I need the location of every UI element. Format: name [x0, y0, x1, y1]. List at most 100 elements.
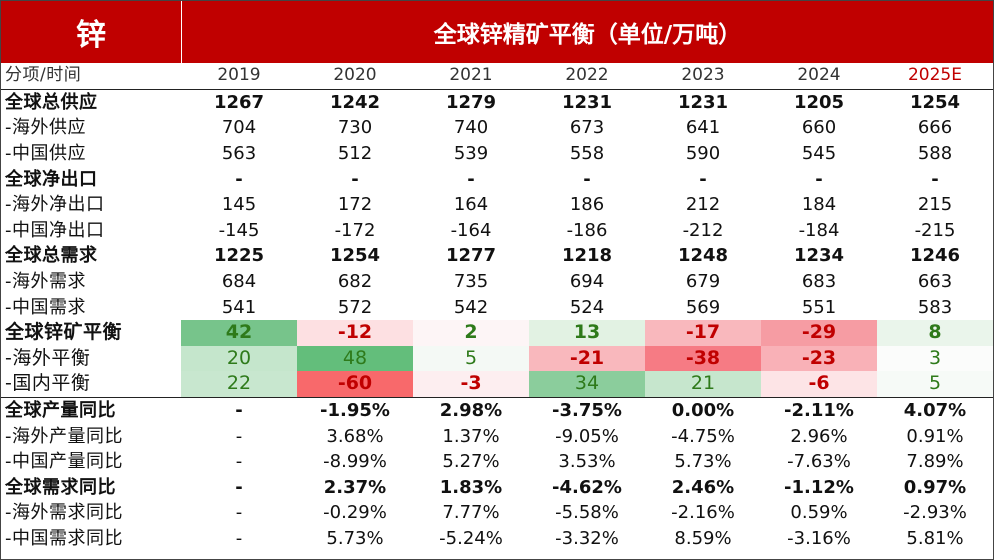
cell-value: -215 [914, 219, 956, 241]
row-label: 全球产量同比 [1, 396, 181, 424]
cell-value: - [699, 168, 707, 190]
cell-value: 1.37% [442, 425, 500, 447]
cell-value: 641 [685, 117, 721, 139]
header-label: 分项/时间 [1, 63, 181, 90]
cell-value: - [931, 168, 939, 190]
cell-value: -9.05% [555, 425, 619, 447]
cell-value: 1246 [909, 245, 961, 267]
table-row: -中国需求 541 572 542 524 569 551 583 [1, 294, 993, 320]
cell-value: -3.32% [555, 527, 619, 549]
cell-value: 1277 [445, 245, 497, 267]
cell-value: - [235, 168, 243, 190]
cell-value: - [235, 502, 243, 524]
cell-value: 13 [529, 319, 645, 346]
cell-value: 184 [801, 194, 837, 216]
year-header: 2023 [645, 63, 761, 90]
cell-value: -7.63% [787, 451, 851, 473]
cell-value: 34 [529, 371, 645, 398]
row-label: -海外需求同比 [5, 502, 123, 524]
cell-value: 8.59% [674, 527, 732, 549]
row-label: 全球总供应 [5, 91, 98, 113]
cell-value: 673 [569, 117, 605, 139]
cell-value: -3.75% [529, 396, 645, 424]
row-label: -海外需求 [5, 271, 86, 293]
row-label: 全球净出口 [5, 168, 98, 190]
cell-value: 730 [337, 117, 373, 139]
cell-value: 563 [221, 143, 257, 165]
row-label: -中国净出口 [5, 219, 105, 241]
cell-value: -3.16% [787, 527, 851, 549]
table-row: -海外平衡 20 48 5 -21 -38 -23 3 [1, 345, 993, 372]
row-label: 全球需求同比 [5, 476, 116, 498]
cell-value: 2.46% [671, 476, 735, 498]
table-row: -海外供应 704 730 740 673 641 660 666 [1, 115, 993, 141]
table-row: -中国供应 563 512 539 558 590 545 588 [1, 141, 993, 167]
cell-value: 4.07% [877, 396, 993, 424]
cell-value: - [235, 476, 243, 498]
cell-value: 1225 [213, 245, 265, 267]
cell-value: 1267 [213, 91, 265, 113]
cell-value: 3 [877, 345, 993, 372]
row-label: 全球总需求 [5, 245, 98, 267]
cell-value: 5 [877, 371, 993, 398]
balance-table: 分项/时间 2019 2020 2021 2022 2023 2024 2025… [1, 63, 993, 551]
table-row: 全球锌矿平衡 42 -12 2 13 -17 -29 8 [1, 319, 993, 346]
cell-value: -212 [682, 219, 724, 241]
table-row: 全球总供应 1267 1242 1279 1231 1231 1205 1254 [1, 89, 993, 115]
cell-value: 1231 [677, 91, 729, 113]
row-label: -海外平衡 [5, 346, 91, 369]
cell-value: 7.77% [442, 502, 500, 524]
row-label: -中国需求 [5, 296, 86, 318]
cell-value: 542 [453, 296, 489, 318]
cell-value: 1.83% [439, 476, 503, 498]
table-row: 全球产量同比 - -1.95% 2.98% -3.75% 0.00% -2.11% 4.07% [1, 396, 993, 424]
cell-value: 7.89% [906, 451, 964, 473]
cell-value: 569 [685, 296, 721, 318]
table-title: 全球锌精矿平衡（单位/万吨） [433, 22, 742, 48]
cell-value: 572 [337, 296, 373, 318]
cell-value: 2.37% [323, 476, 387, 498]
cell-value: - [583, 168, 591, 190]
cell-value: -8.99% [323, 451, 387, 473]
cell-value: -21 [529, 345, 645, 372]
cell-value: -3 [413, 371, 529, 398]
title-banner: 锌 全球锌精矿平衡（单位/万吨） [1, 1, 993, 63]
cell-value: 172 [337, 194, 373, 216]
cell-value: 164 [453, 194, 489, 216]
cell-value: -5.24% [439, 527, 503, 549]
row-label: -海外净出口 [5, 194, 105, 216]
table-row: -海外需求同比 - -0.29% 7.77% -5.58% -2.16% 0.59% -2.9… [1, 500, 993, 526]
cell-value: 20 [181, 345, 297, 372]
year-header-estimate: 2025E [877, 63, 993, 90]
cell-value: -2.93% [903, 502, 967, 524]
cell-value: 666 [917, 117, 953, 139]
year-header: 2019 [181, 63, 297, 90]
cell-value: 735 [453, 271, 489, 293]
row-label: 全球锌矿平衡 [5, 321, 123, 344]
table-row: 全球净出口 - - - - - - - [1, 166, 993, 192]
cell-value: 1234 [793, 245, 845, 267]
cell-value: 0.97% [903, 476, 967, 498]
year-header: 2022 [529, 63, 645, 90]
table-row: -国内平衡 22 -60 -3 34 21 -6 5 [1, 371, 993, 398]
cell-value: 545 [801, 143, 837, 165]
row-label: -国内平衡 [5, 372, 91, 395]
cell-value: -186 [566, 219, 608, 241]
cell-value: -2.11% [761, 396, 877, 424]
cell-value: 1205 [793, 91, 845, 113]
cell-value: 22 [181, 371, 297, 398]
cell-value: 2 [413, 319, 529, 346]
cell-value: 1218 [561, 245, 613, 267]
cell-value: 1231 [561, 91, 613, 113]
year-header: 2024 [761, 63, 877, 90]
cell-value: -17 [645, 319, 761, 346]
table-row: 全球总需求 1225 1254 1277 1218 1248 1234 1246 [1, 243, 993, 269]
cell-value: 524 [569, 296, 605, 318]
year-header: 2021 [413, 63, 529, 90]
table-row: -中国净出口 -145 -172 -164 -186 -212 -184 -215 [1, 218, 993, 244]
cell-value: -38 [645, 345, 761, 372]
cell-value: 186 [569, 194, 605, 216]
cell-value: - [235, 527, 243, 549]
cell-value: -164 [450, 219, 492, 241]
